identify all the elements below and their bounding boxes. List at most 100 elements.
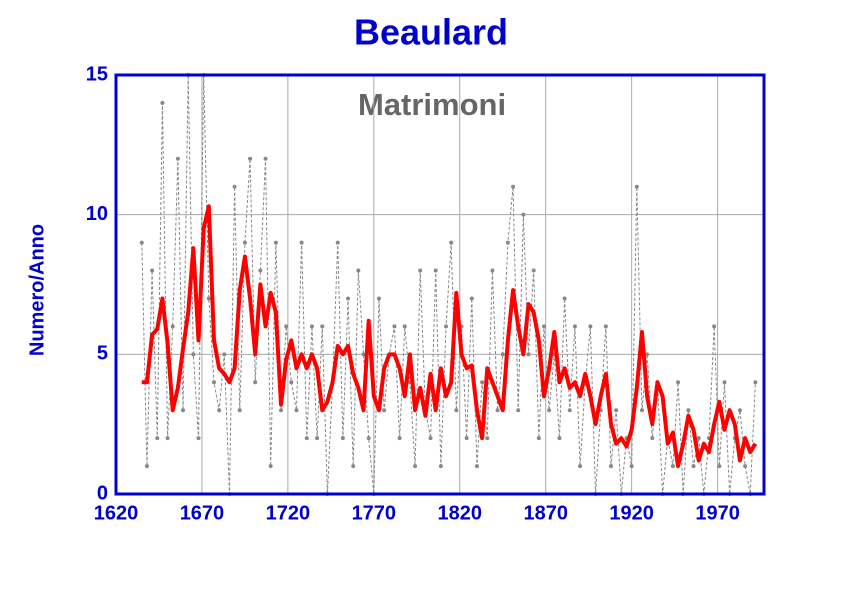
data-point [222, 352, 227, 357]
data-point [206, 296, 211, 301]
data-point [299, 240, 304, 245]
series-line [141, 204, 758, 469]
data-point [588, 324, 593, 329]
data-point [170, 324, 175, 329]
data-point [516, 408, 521, 413]
data-point [144, 464, 149, 469]
plot-frame [114, 73, 766, 496]
data-point [428, 436, 433, 441]
data-point [670, 464, 675, 469]
data-point [304, 436, 309, 441]
data-point [309, 324, 314, 329]
data-point [650, 436, 655, 441]
data-point [196, 436, 201, 441]
data-point [737, 408, 742, 413]
data-point [521, 212, 526, 217]
data-point [500, 352, 505, 357]
data-point [315, 436, 320, 441]
data-point [335, 240, 340, 245]
data-point [438, 464, 443, 469]
data-point [284, 324, 289, 329]
data-point [572, 324, 577, 329]
chart-title: Beaulard [354, 12, 508, 53]
data-point [175, 156, 180, 161]
data-point [268, 464, 273, 469]
x-tick-label: 1970 [695, 502, 740, 524]
data-point [614, 408, 619, 413]
data-point [547, 408, 552, 413]
data-point [495, 408, 500, 413]
data-point [578, 464, 583, 469]
data-point [639, 408, 644, 413]
data-point [211, 380, 216, 385]
x-tick-label: 1770 [352, 502, 397, 524]
data-point [361, 352, 366, 357]
data-point [139, 240, 144, 245]
data-point [366, 436, 371, 441]
y-tick-label: 5 [97, 343, 108, 365]
data-point [346, 296, 351, 301]
data-point [454, 408, 459, 413]
data-point [603, 324, 608, 329]
data-point [150, 268, 155, 273]
data-point [237, 408, 242, 413]
data-point [567, 408, 572, 413]
data-point [320, 324, 325, 329]
data-point [485, 436, 490, 441]
data-point [480, 380, 485, 385]
data-point [232, 184, 237, 189]
x-tick-label: 1620 [94, 502, 139, 524]
data-point [273, 240, 278, 245]
data-point [397, 436, 402, 441]
data-point [155, 436, 160, 441]
data-point [248, 156, 253, 161]
data-point [474, 464, 479, 469]
x-tick-label: 1670 [180, 502, 225, 524]
data-point [449, 240, 454, 245]
data-point [536, 436, 541, 441]
data-point [464, 436, 469, 441]
y-tick-label: 10 [86, 203, 108, 225]
data-point [712, 324, 717, 329]
data-point [263, 156, 268, 161]
data-point [505, 240, 510, 245]
y-axis-label: Numero/Anno [26, 224, 48, 356]
data-point [717, 464, 722, 469]
data-point [696, 436, 701, 441]
data-point [242, 240, 247, 245]
data-point [351, 464, 356, 469]
data-point [191, 352, 196, 357]
data-point [160, 100, 165, 105]
data-point [413, 464, 418, 469]
data-point [165, 436, 170, 441]
x-tick-label: 1820 [438, 502, 483, 524]
data-point [634, 184, 639, 189]
data-point [531, 268, 536, 273]
data-point [289, 380, 294, 385]
data-point [526, 352, 531, 357]
y-tick-label: 0 [97, 482, 108, 504]
data-point [433, 268, 438, 273]
data-point [253, 380, 258, 385]
data-point [294, 408, 299, 413]
data-point [279, 408, 284, 413]
data-point [490, 268, 495, 273]
data-point [743, 464, 748, 469]
y-tick-label: 15 [86, 63, 108, 85]
x-tick-label: 1870 [523, 502, 568, 524]
data-point [629, 464, 634, 469]
data-point [418, 268, 423, 273]
data-point [722, 380, 727, 385]
data-point [541, 324, 546, 329]
data-point [258, 268, 263, 273]
data-point [753, 380, 758, 385]
data-point [645, 352, 650, 357]
data-point [609, 464, 614, 469]
data-point [217, 408, 222, 413]
data-point [382, 408, 387, 413]
data-point [181, 408, 186, 413]
data-point [402, 324, 407, 329]
x-tick-label: 1920 [609, 502, 654, 524]
